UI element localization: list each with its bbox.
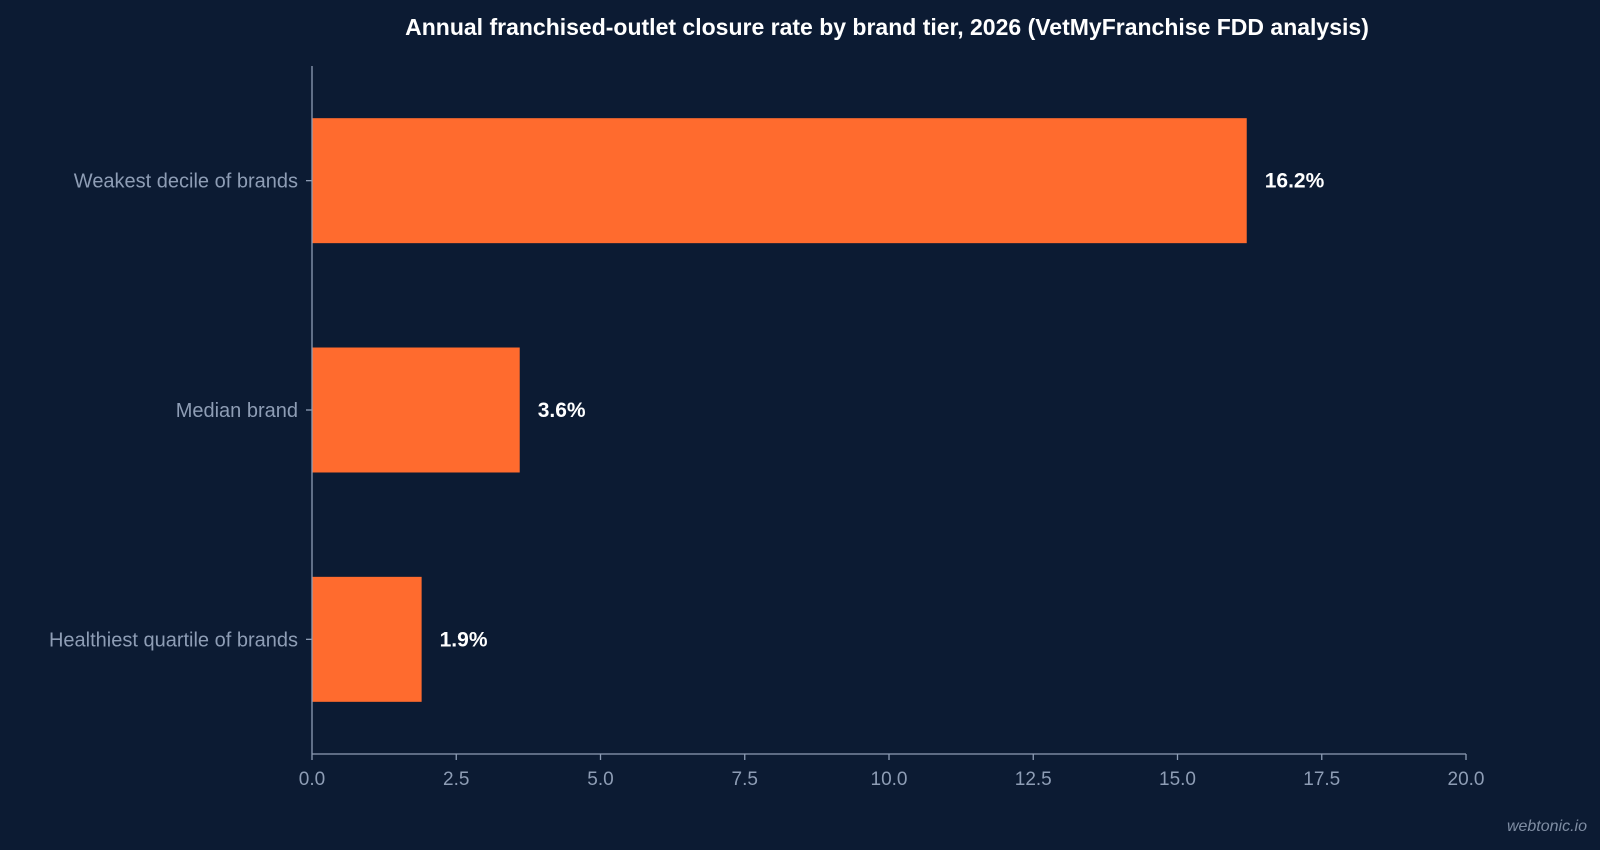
data-label: 16.2% (1265, 170, 1325, 193)
bar (312, 576, 422, 702)
category-label: Weakest decile of brands (74, 171, 298, 193)
chart-title: Annual franchised-outlet closure rate by… (405, 14, 1369, 40)
x-tick-label: 0.0 (299, 769, 325, 790)
bars-layer (312, 118, 1247, 702)
x-tick-label: 10.0 (871, 769, 908, 790)
axes-layer: 0.0 2.5 5.0 7.5 10.0 12.5 15.0 17.5 20.0 (299, 66, 1485, 790)
x-tick-label: 7.5 (732, 769, 758, 790)
bar (312, 118, 1247, 244)
x-tick-label: 12.5 (1015, 769, 1052, 790)
category-label: Healthiest quartile of brands (49, 629, 298, 651)
bar (312, 347, 520, 473)
x-tick-label: 2.5 (443, 769, 469, 790)
x-tick-label: 20.0 (1448, 769, 1485, 790)
data-labels-layer: 16.2% 3.6% 1.9% (440, 170, 1325, 652)
x-tick-label: 17.5 (1303, 769, 1340, 790)
watermark-text: webtonic.io (1507, 818, 1587, 835)
category-labels-layer: Weakest decile of brands Median brand Heal… (49, 171, 298, 652)
data-label: 1.9% (440, 628, 488, 651)
data-label: 3.6% (538, 399, 586, 422)
category-label: Median brand (176, 400, 298, 422)
x-tick-label: 5.0 (587, 769, 613, 790)
x-tick-label: 15.0 (1159, 769, 1196, 790)
